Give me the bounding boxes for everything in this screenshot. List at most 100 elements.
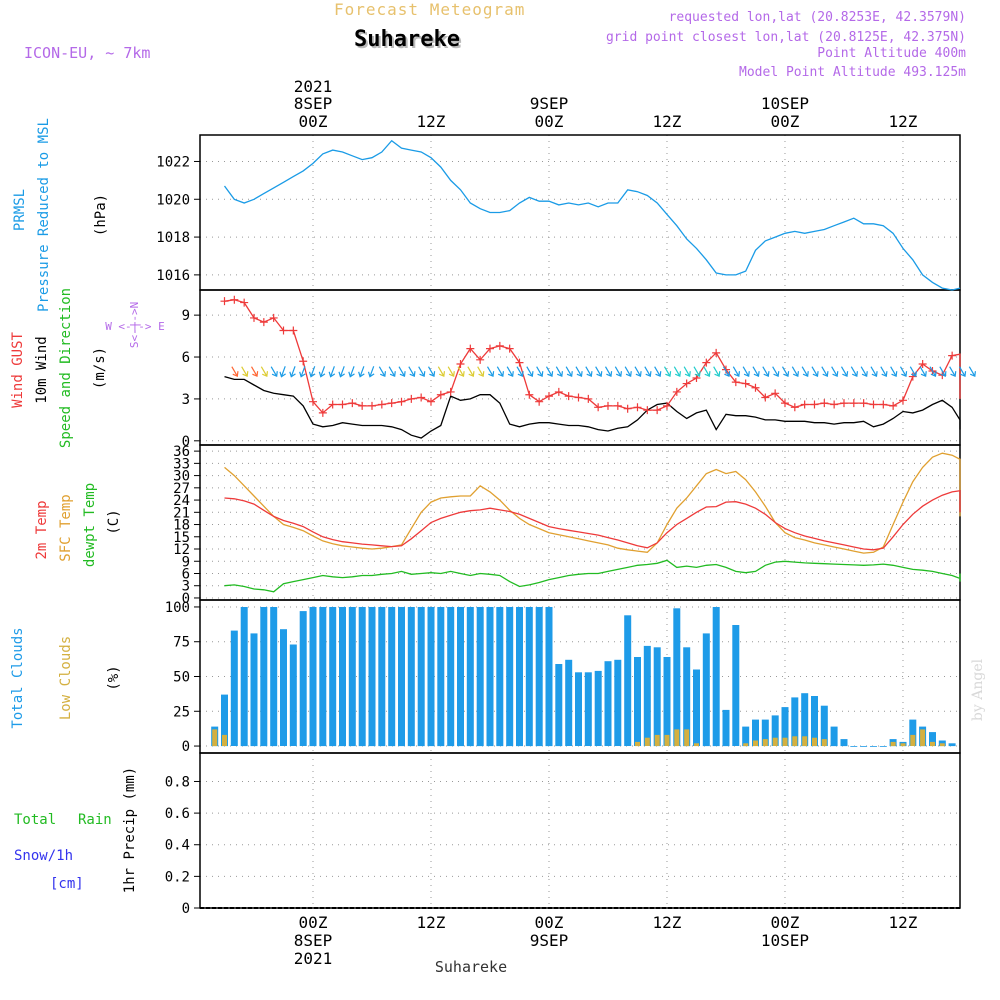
wind-arrow-head xyxy=(733,371,741,378)
gust-marker xyxy=(761,393,770,402)
wind-arrow-head xyxy=(547,371,554,378)
y-tick-label: 33 xyxy=(173,456,190,472)
low-cloud-bar xyxy=(812,737,817,746)
wind-direction-arrow xyxy=(437,366,446,378)
wind-direction-arrow xyxy=(447,366,455,378)
wind-direction-arrow xyxy=(693,366,701,378)
total-cloud-bar xyxy=(781,707,789,746)
bottom-axis-hour: 00Z xyxy=(299,913,328,932)
gust-marker xyxy=(348,399,357,408)
total-cloud-bar xyxy=(850,746,858,747)
wind-direction-arrow xyxy=(850,366,859,378)
wind-direction-arrow xyxy=(308,366,316,378)
wind-direction-arrow xyxy=(338,366,345,378)
gust-marker xyxy=(544,392,553,401)
wind-gust-line xyxy=(224,299,961,414)
wind-arrow-head xyxy=(448,371,455,378)
wind-arrow-shaft xyxy=(860,366,867,376)
wind-arrow-head xyxy=(468,371,475,378)
total-cloud-bar xyxy=(811,696,818,747)
wind-arrow-head xyxy=(950,371,957,378)
gust-marker xyxy=(279,326,288,335)
wind-arrow-head xyxy=(910,371,918,378)
total-cloud-bar xyxy=(447,607,455,747)
wind-direction-arrow xyxy=(781,366,790,378)
wind-arrow-head xyxy=(242,371,249,378)
gust-marker xyxy=(898,396,907,405)
y-tick-label: 1016 xyxy=(156,268,190,284)
wind-arrow-shaft xyxy=(241,366,248,376)
wind-arrow-head xyxy=(289,371,296,378)
wind-arrow-shaft xyxy=(437,366,444,376)
wind-direction-arrow xyxy=(595,366,603,378)
wind-arrow-shaft xyxy=(506,366,513,376)
gust-marker xyxy=(446,387,455,396)
wind-arrow-shaft xyxy=(408,366,415,376)
wind-arrow-shaft xyxy=(713,366,720,376)
wind-arrow-head xyxy=(851,371,859,378)
wind-direction-arrow xyxy=(713,366,721,378)
total-cloud-bar xyxy=(388,607,396,747)
wind-arrow-shaft xyxy=(398,366,405,376)
wind-arrow-shaft xyxy=(467,366,474,376)
wind-arrow-shaft xyxy=(565,366,572,376)
wind-arrow-head xyxy=(694,371,701,378)
wind-arrow-head xyxy=(252,371,259,378)
wind-direction-arrow xyxy=(722,366,731,378)
gust-marker xyxy=(240,298,249,307)
gust-marker xyxy=(466,344,475,353)
wind-arrow-shaft xyxy=(703,366,710,376)
top-axis-hour: 12Z xyxy=(889,112,918,131)
total-cloud-bar xyxy=(909,719,917,746)
gust-marker xyxy=(662,401,671,410)
y-tick-label: 36 xyxy=(173,444,190,460)
y-tick-label: 6 xyxy=(182,566,190,582)
total-cloud-bar xyxy=(752,719,759,746)
total-cloud-bar xyxy=(732,625,740,746)
wind-direction-arrow xyxy=(870,366,878,378)
panel-frame xyxy=(199,752,961,909)
wind-direction-arrow xyxy=(516,366,524,378)
wind-arrow-shaft xyxy=(595,366,602,376)
wind-arrow-head xyxy=(812,371,819,378)
wind-direction-arrow xyxy=(831,366,839,378)
point-altitude: Point Altitude 400m xyxy=(817,46,966,61)
low-cloud-bar xyxy=(674,729,680,747)
y-tick-label: 12 xyxy=(173,542,190,558)
gust-marker xyxy=(476,355,485,364)
wind-direction-arrow xyxy=(398,366,406,378)
location-title: Suhareke xyxy=(354,27,460,52)
wind-direction-arrow xyxy=(231,366,239,378)
gust-marker xyxy=(731,378,740,387)
wind-arrow-shaft xyxy=(929,366,936,376)
total-cloud-bar xyxy=(466,607,474,747)
wind-arrow-head xyxy=(665,371,672,378)
y-tick-label: 27 xyxy=(173,481,190,497)
total-cloud-bar xyxy=(860,746,868,747)
wind-arrow-head xyxy=(318,371,326,378)
total-cloud-bar xyxy=(791,697,799,747)
low-cloud-bar xyxy=(212,729,218,747)
wind-arrow-shaft xyxy=(772,366,779,376)
gust-marker xyxy=(672,387,681,396)
wind-arrow-head xyxy=(861,371,868,378)
total-cloud-bar xyxy=(230,630,238,746)
wind-arrow-shaft xyxy=(654,366,661,376)
dewpt-line xyxy=(224,559,961,593)
top-axis-day: 8SEP xyxy=(294,94,333,113)
gust-marker xyxy=(780,399,789,408)
forecast-meteogram-title: Forecast Meteogram xyxy=(334,0,526,19)
total-cloud-bar xyxy=(358,607,366,747)
wind-arrow-shaft xyxy=(250,366,258,376)
wind-direction-arrow xyxy=(241,366,249,378)
wind-arrow-shaft xyxy=(477,366,484,376)
wind-direction-arrow xyxy=(536,366,544,378)
wind-arrow-head xyxy=(478,371,485,378)
wind-arrow-shaft xyxy=(821,366,828,376)
wind-arrow-shaft xyxy=(555,366,562,376)
total-cloud-bar xyxy=(830,726,838,747)
y-tick-label: 9 xyxy=(182,554,190,570)
y-tick-label: 0 xyxy=(182,901,190,917)
total-cloud-bar xyxy=(496,607,504,747)
gust-marker xyxy=(682,379,691,388)
